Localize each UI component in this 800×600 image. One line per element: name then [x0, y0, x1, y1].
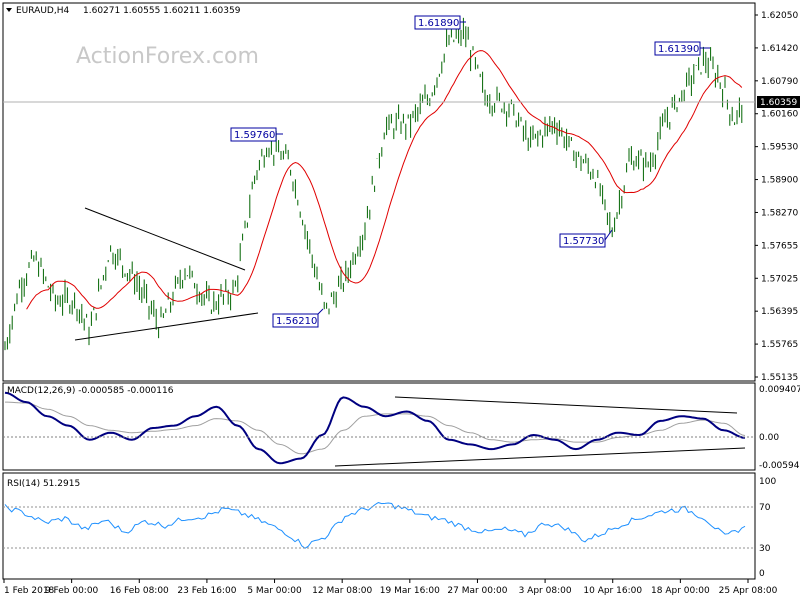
time-tick-label: 16 Feb 08:00 [110, 586, 169, 596]
price-tick-label: 1.56395 [761, 307, 798, 317]
macd-main-line [4, 391, 746, 465]
macd-tick-top: 0.009407 [759, 385, 800, 395]
rsi-tick-70: 70 [759, 503, 771, 513]
price-tick-label: 1.60160 [761, 110, 798, 120]
time-tick-label: 12 Mar 08:00 [312, 586, 372, 596]
annotation-low-2-leader [604, 229, 613, 241]
watermark: ActionForex.com [76, 44, 259, 69]
time-tick-label: 27 Mar 00:00 [447, 586, 507, 596]
time-tick-label: 23 Feb 16:00 [177, 586, 236, 596]
price-panel [2, 2, 756, 382]
rsi-title: RSI(14) 51.2915 [7, 479, 80, 489]
rsi-line [4, 502, 746, 549]
price-tick-label: 1.59530 [761, 143, 798, 153]
dropdown-triangle-icon[interactable] [6, 8, 12, 12]
trendlines [74, 207, 259, 341]
price-tick-label: 1.60790 [761, 77, 798, 87]
annotation-low-1-box [272, 313, 319, 328]
macd-panel [2, 382, 756, 471]
price-tick-label: 1.55765 [761, 340, 798, 350]
current-price-label-box [757, 96, 800, 108]
time-tick-label: 3 Apr 08:00 [519, 586, 572, 596]
ohlc-values: 1.60271 1.60555 1.60211 1.60359 [83, 6, 241, 16]
price-tick-label: 1.62050 [761, 11, 798, 21]
macd-title: MACD(12,26,9) -0.000585 -0.000116 [7, 386, 174, 396]
annotation-pivot-1-label: 1.59760 [234, 130, 275, 141]
price-tick-label: 1.58900 [761, 176, 798, 186]
time-tick-label: 25 Apr 08:00 [719, 586, 778, 596]
time-tick-label: 18 Apr 00:00 [651, 586, 710, 596]
macd-lower-trendline [334, 447, 746, 467]
chart-header: EURAUD,H4 1.60271 1.60555 1.60211 1.6035… [6, 6, 241, 16]
annotation-high-1-label: 1.61890 [418, 18, 459, 29]
rsi-tick-30: 30 [759, 544, 771, 554]
price-tick-label: 1.57025 [761, 274, 798, 284]
instrument-label: EURAUD,H4 [16, 6, 69, 16]
rsi-series [4, 502, 746, 549]
time-tick-label: 1 Feb 2018 [4, 586, 55, 596]
macd-lines [4, 391, 746, 467]
macd-tick-zero: 0.00 [759, 433, 779, 443]
rsi-panel [2, 472, 756, 580]
price-tick-label: 1.57655 [761, 241, 798, 251]
time-tick-label: 5 Mar 00:00 [247, 586, 302, 596]
ma-series [26, 50, 743, 310]
time-tick-label: 19 Mar 16:00 [380, 586, 440, 596]
price-axis: 1.62050 1.61420 1.60790 1.60160 1.59530 1.589… [755, 11, 798, 383]
macd-signal-line [5, 401, 746, 455]
current-price-label: 1.60359 [760, 98, 797, 108]
lower-trendline [74, 312, 259, 341]
rsi-tick-0: 0 [759, 569, 765, 579]
annotation-low-1-leader [317, 308, 324, 315]
annotation-low-2-box [559, 233, 606, 248]
price-tick-label: 1.61420 [761, 44, 798, 54]
annotation-low-2-label: 1.57730 [563, 236, 604, 247]
moving-average-line [26, 50, 743, 310]
price-tick-label: 1.58270 [761, 208, 798, 218]
price-annotations: 1.61890 1.61390 1.59760 1.56210 1.57730 [230, 15, 710, 328]
upper-trendline [84, 207, 246, 271]
price-tick-label: 1.55135 [761, 373, 798, 383]
rsi-tick-100: 100 [759, 477, 776, 487]
macd-upper-trendline [394, 396, 738, 414]
macd-tick-bottom: -0.00594 [759, 461, 800, 471]
annotation-low-1-label: 1.56210 [276, 316, 317, 327]
annotation-high-2-label: 1.61390 [658, 44, 699, 55]
time-tick-label: 9 Feb 00:00 [45, 586, 99, 596]
time-tick-label: 10 Apr 16:00 [583, 586, 642, 596]
